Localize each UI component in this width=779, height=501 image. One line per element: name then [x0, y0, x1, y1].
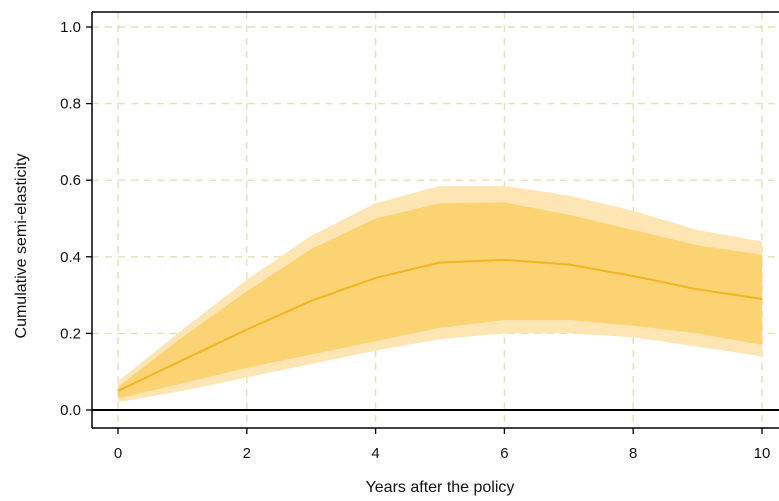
estimate-line — [117, 258, 763, 392]
y-tick-label-0: 0.0 — [60, 402, 81, 419]
x-tick-label-1: 2 — [243, 445, 251, 462]
inner-confidence-band — [118, 202, 762, 399]
y-tick-label-3: 0.6 — [60, 172, 81, 189]
y-tick-label-1: 0.2 — [60, 325, 81, 342]
y-tick-label-5: 1.0 — [60, 19, 81, 36]
tick-labels: 0.0 0.2 0.4 0.6 0.8 1.0 0 2 4 6 8 10 — [60, 19, 770, 462]
x-axis-label: Years after the policy — [366, 479, 515, 496]
x-tick-label-5: 10 — [754, 445, 771, 462]
x-tick-label-0: 0 — [114, 445, 122, 462]
confidence-bands — [118, 185, 762, 403]
y-tick-label-2: 0.4 — [60, 249, 81, 266]
y-axis-label: Cumulative semi-elasticity — [13, 154, 30, 339]
x-tick-label-2: 4 — [371, 445, 379, 462]
estimate-line-group — [117, 258, 763, 392]
axes — [86, 11, 779, 434]
x-tick-label-3: 6 — [500, 445, 508, 462]
x-tick-label-4: 8 — [629, 445, 637, 462]
y-tick-label-4: 0.8 — [60, 96, 81, 113]
